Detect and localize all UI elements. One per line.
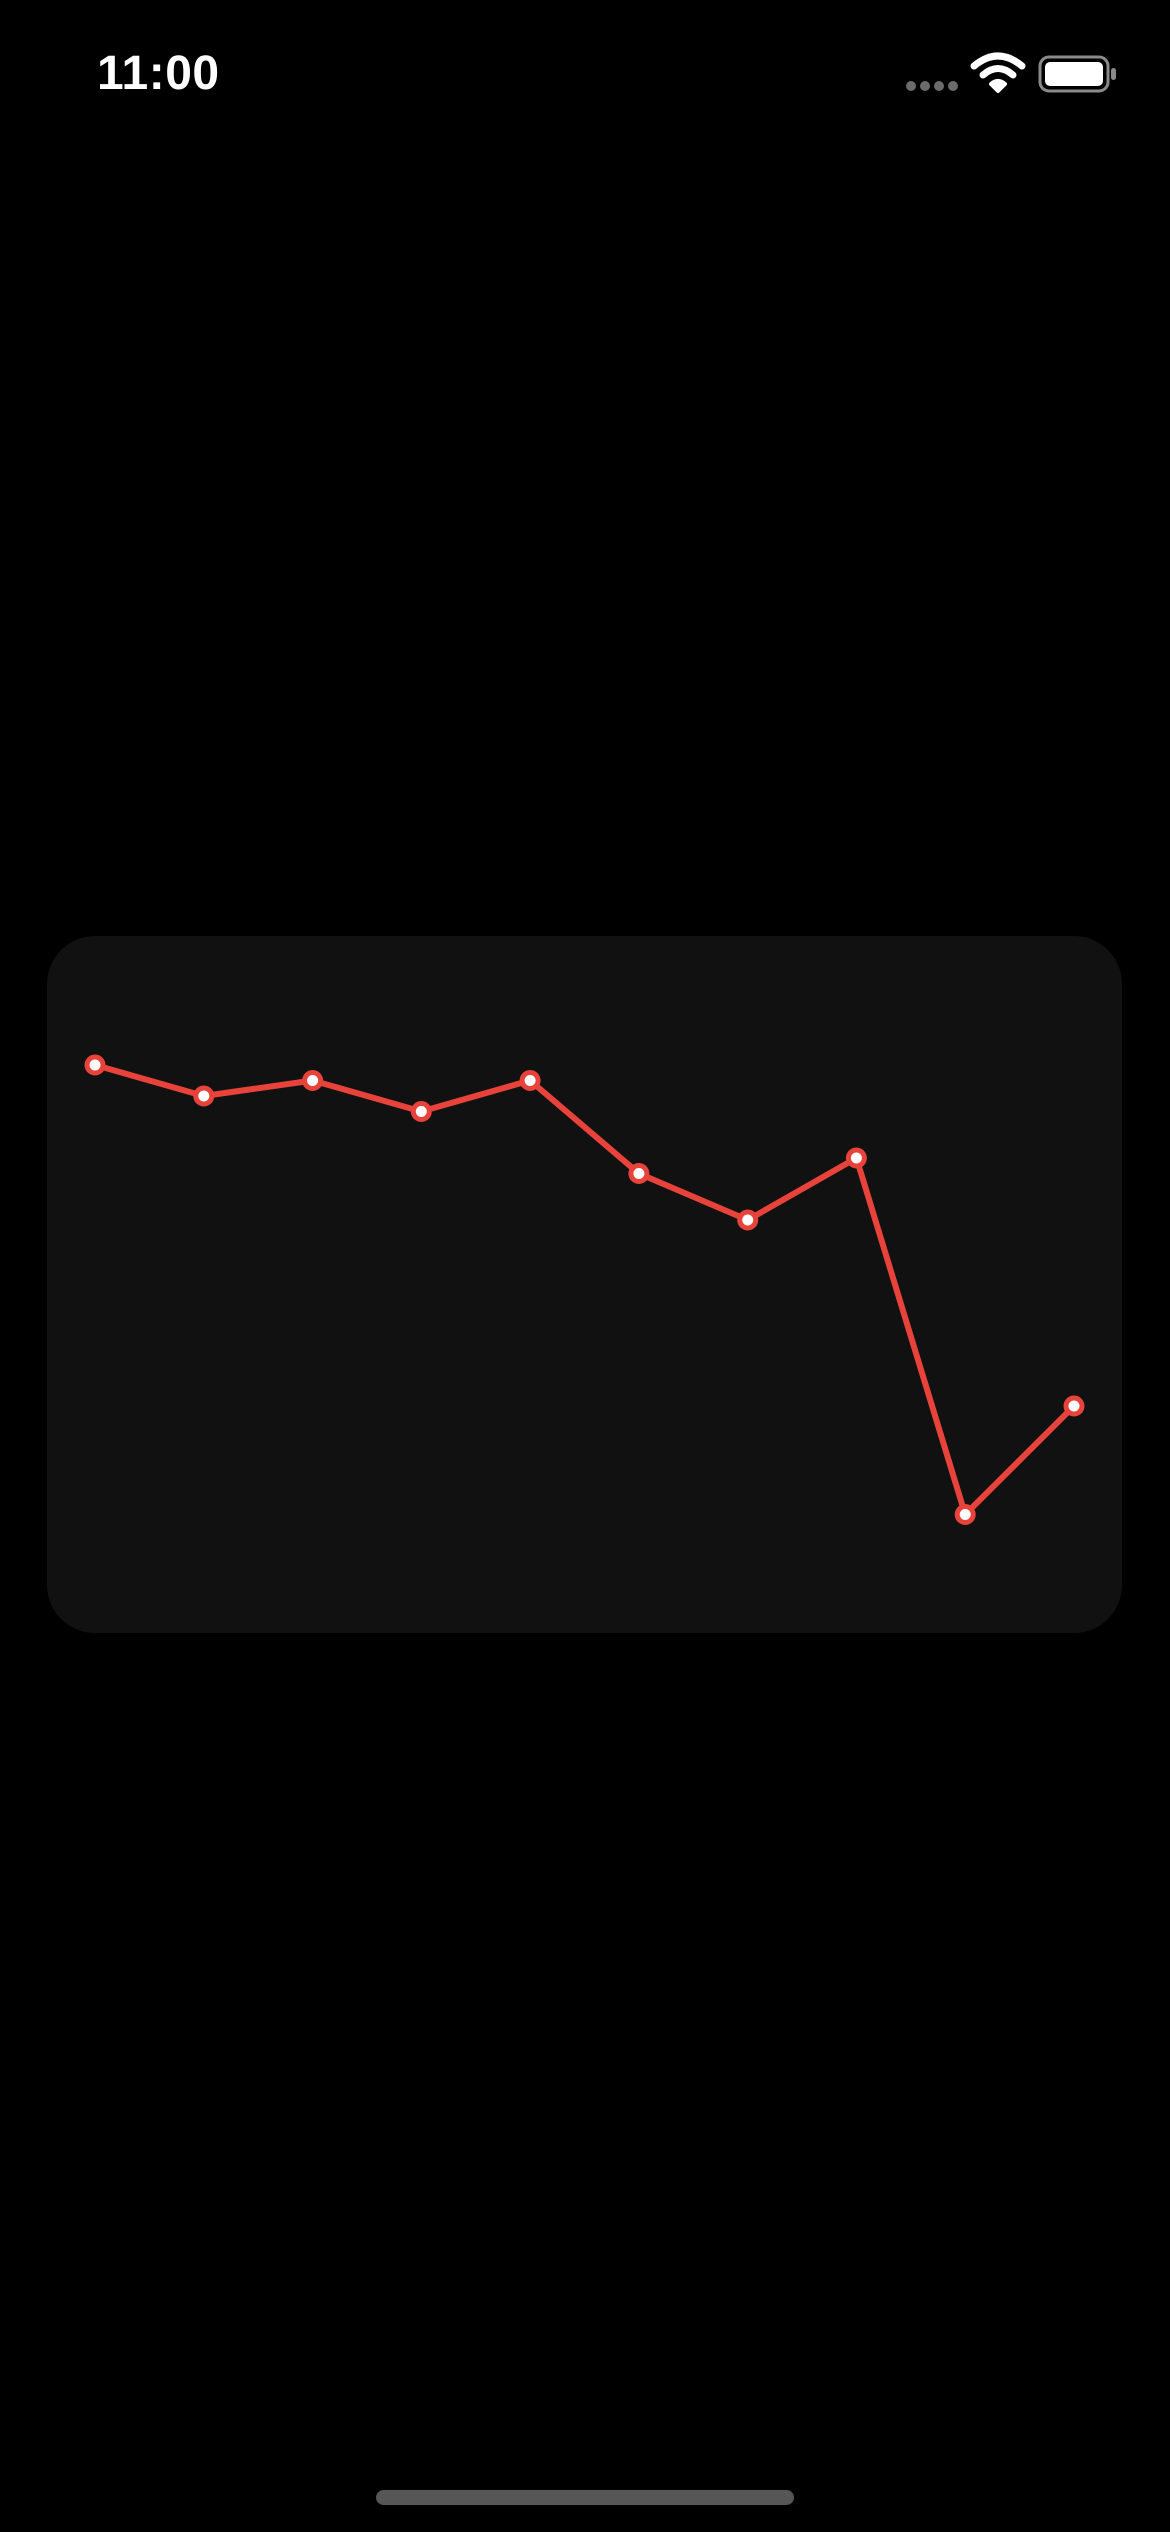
- data-point-3: [302, 1070, 324, 1091]
- line-chart: [84, 1054, 1085, 1525]
- chart-card: [47, 936, 1122, 1633]
- status-time: 11:00: [97, 47, 220, 100]
- cellular-signal-icon: [906, 81, 958, 91]
- data-point-10: [1063, 1395, 1085, 1417]
- data-point-1: [84, 1054, 106, 1076]
- series-line: [92, 1062, 1077, 1518]
- data-point-7: [737, 1209, 759, 1231]
- data-point-5: [519, 1070, 541, 1091]
- data-point-2: [193, 1085, 215, 1107]
- wifi-icon: [970, 52, 1026, 93]
- data-point-9: [954, 1504, 976, 1525]
- battery-icon: [1038, 55, 1116, 93]
- status-bar: 11:00: [0, 0, 1170, 150]
- data-point-8: [845, 1147, 867, 1169]
- data-point-6: [628, 1163, 650, 1184]
- home-indicator[interactable]: [376, 2490, 794, 2505]
- data-point-4: [410, 1101, 432, 1122]
